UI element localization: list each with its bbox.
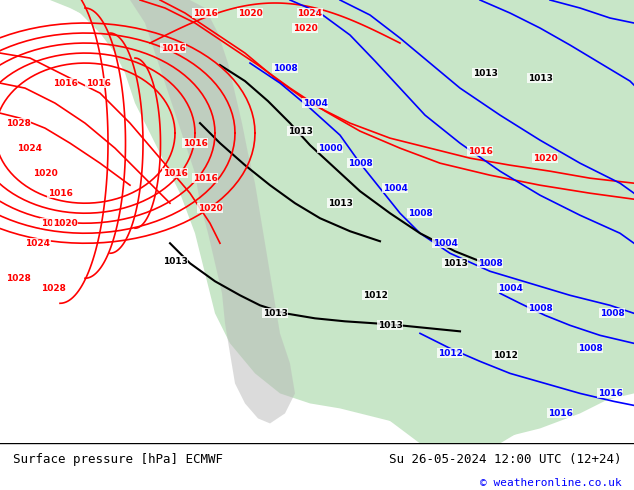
- Text: 1016: 1016: [53, 78, 77, 88]
- Text: 1020: 1020: [533, 154, 557, 163]
- Text: 1004: 1004: [432, 239, 458, 248]
- Text: 1016: 1016: [48, 189, 72, 197]
- Text: 1020: 1020: [53, 219, 77, 228]
- Text: 1028: 1028: [6, 274, 30, 283]
- Text: 1000: 1000: [318, 144, 342, 153]
- Text: 1008: 1008: [600, 309, 624, 318]
- Text: 1013: 1013: [288, 126, 313, 136]
- Text: 1013: 1013: [472, 69, 498, 77]
- Text: 1013: 1013: [443, 259, 467, 268]
- Text: 1013: 1013: [262, 309, 287, 318]
- Text: 1024: 1024: [297, 8, 323, 18]
- Text: 1008: 1008: [477, 259, 502, 268]
- Text: 1012: 1012: [363, 291, 387, 300]
- Text: 1013: 1013: [162, 257, 188, 266]
- Text: 1024: 1024: [25, 239, 51, 248]
- Text: 1008: 1008: [347, 159, 372, 168]
- Text: 1016: 1016: [598, 389, 623, 398]
- Text: 1012: 1012: [437, 349, 462, 358]
- Text: 1008: 1008: [273, 64, 297, 73]
- Text: 1020: 1020: [198, 204, 223, 213]
- Text: 1016: 1016: [86, 78, 110, 88]
- Text: 1028: 1028: [41, 284, 65, 293]
- Text: 1008: 1008: [578, 344, 602, 353]
- Text: 1013: 1013: [527, 74, 552, 83]
- Text: 1004: 1004: [382, 184, 408, 193]
- Text: 1016: 1016: [193, 173, 217, 183]
- Text: 1028: 1028: [6, 119, 30, 127]
- Polygon shape: [60, 0, 634, 439]
- Text: 1020: 1020: [41, 219, 65, 228]
- Text: 1024: 1024: [18, 144, 42, 153]
- Text: 1012: 1012: [493, 351, 517, 360]
- Text: 1013: 1013: [328, 199, 353, 208]
- Text: 1020: 1020: [32, 169, 57, 178]
- Text: Su 26-05-2024 12:00 UTC (12+24): Su 26-05-2024 12:00 UTC (12+24): [389, 453, 621, 466]
- Text: 1008: 1008: [408, 209, 432, 218]
- Polygon shape: [130, 0, 295, 423]
- Text: 1008: 1008: [527, 304, 552, 313]
- Text: 1016: 1016: [162, 169, 188, 178]
- Text: 1016: 1016: [160, 44, 185, 52]
- Polygon shape: [50, 0, 634, 443]
- Text: 1020: 1020: [238, 8, 262, 18]
- Text: 1016: 1016: [193, 8, 217, 18]
- Text: 1020: 1020: [293, 24, 318, 32]
- Text: © weatheronline.co.uk: © weatheronline.co.uk: [479, 478, 621, 488]
- Text: 1016: 1016: [548, 409, 573, 418]
- Text: Surface pressure [hPa] ECMWF: Surface pressure [hPa] ECMWF: [13, 453, 223, 466]
- Text: 1004: 1004: [302, 98, 327, 108]
- Text: 1004: 1004: [498, 284, 522, 293]
- Text: 1016: 1016: [183, 139, 207, 147]
- Text: 1013: 1013: [378, 321, 403, 330]
- Text: 1016: 1016: [467, 147, 493, 156]
